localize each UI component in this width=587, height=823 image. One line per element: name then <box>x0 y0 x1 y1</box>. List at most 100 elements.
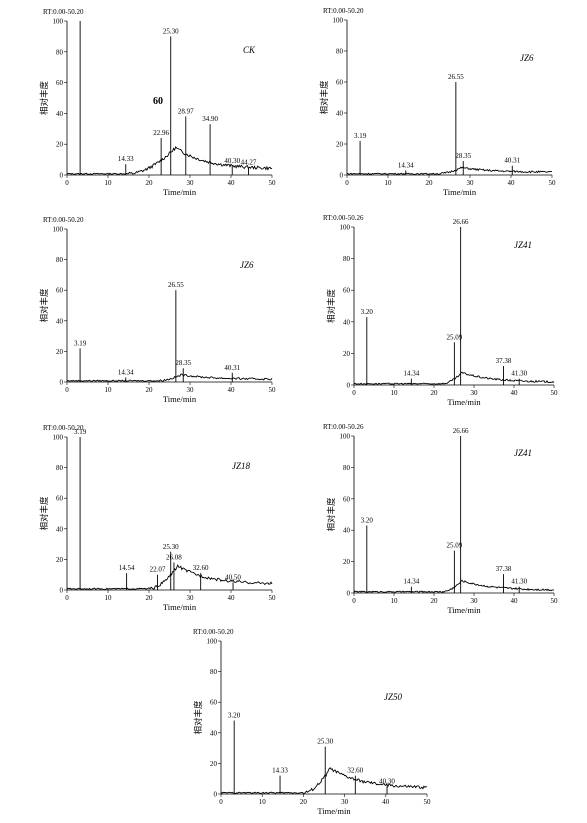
y-tick-label: 40 <box>56 317 64 325</box>
y-tick-label: 20 <box>343 350 351 358</box>
sample-label: JZ41 <box>514 448 532 458</box>
peak-label: 28.97 <box>178 107 194 115</box>
x-tick-label: 10 <box>385 179 393 187</box>
y-tick-label: 100 <box>53 434 64 442</box>
y-tick-label: 40 <box>210 729 218 737</box>
chart-panel-6: RT:0.00-50.26 0 20 40 60 80 100 0 10 20 30 40 50 Time… <box>323 423 558 615</box>
x-axis-title: Time/min <box>163 394 197 404</box>
rt-range-label: RT:0.00-50.20 <box>43 8 84 16</box>
x-tick-label: 50 <box>424 798 432 806</box>
y-tick-label: 100 <box>207 638 218 646</box>
peak-label: 26.66 <box>453 218 469 226</box>
peak-label: 28.35 <box>175 359 191 367</box>
x-axis-title: Time/min <box>163 602 197 612</box>
y-tick-label: 60 <box>343 287 351 295</box>
y-tick-label: 60 <box>56 495 64 503</box>
x-tick-label: 40 <box>228 594 236 602</box>
y-tick-label: 40 <box>56 110 64 118</box>
peak-label: 40.50 <box>225 573 241 581</box>
x-tick-label: 40 <box>228 179 236 187</box>
x-tick-label: 20 <box>300 798 308 806</box>
x-tick-label: 30 <box>467 179 475 187</box>
peak-label: 14.34 <box>403 370 419 378</box>
x-tick-label: 40 <box>228 386 236 394</box>
y-tick-label: 60 <box>56 79 64 87</box>
peak-label: 3.19 <box>74 339 87 347</box>
peak-label: 25.09 <box>446 333 462 341</box>
x-tick-label: 30 <box>471 597 479 605</box>
peak-label: 37.38 <box>496 357 512 365</box>
y-tick-label: 80 <box>336 48 344 56</box>
x-tick-label: 10 <box>105 179 113 187</box>
x-tick-label: 0 <box>65 594 69 602</box>
peak-label: 14.54 <box>119 564 135 572</box>
y-axis-title: 相对丰度 <box>39 288 49 323</box>
peak-label: 37.38 <box>496 565 512 573</box>
x-axis-title: Time/min <box>443 187 477 197</box>
x-tick-label: 20 <box>146 179 154 187</box>
rt-range-label: RT:0.00-50.20 <box>43 216 84 224</box>
peak-label: 14.33 <box>118 155 134 163</box>
peak-label: 25.09 <box>446 542 462 550</box>
y-tick-label: 80 <box>56 256 64 264</box>
y-tick-label: 0 <box>60 172 64 180</box>
peak-label: 26.55 <box>168 281 184 289</box>
y-tick-label: 80 <box>343 464 351 472</box>
chart-panel-2: RT:0.00-50.20 0 20 40 60 80 100 0 10 20 30 40 50 Time… <box>319 7 556 197</box>
peak-label: 41.30 <box>511 578 527 586</box>
peak-label: 32.60 <box>193 564 209 572</box>
x-tick-label: 20 <box>431 597 439 605</box>
x-tick-label: 10 <box>391 597 399 605</box>
y-tick-label: 20 <box>56 348 64 356</box>
y-tick-label: 20 <box>56 141 64 149</box>
x-tick-label: 20 <box>146 594 154 602</box>
x-tick-label: 50 <box>269 386 277 394</box>
x-tick-label: 0 <box>219 798 223 806</box>
y-axis-title: 相对丰度 <box>326 289 336 324</box>
x-tick-label: 0 <box>345 179 349 187</box>
sample-label: JZ6 <box>520 53 534 63</box>
peak-label: 3.20 <box>228 712 241 720</box>
peak-label: 34.90 <box>202 115 218 123</box>
x-tick-label: 30 <box>187 179 195 187</box>
peak-label: 25.30 <box>317 738 333 746</box>
chromatogram-trace <box>66 373 273 383</box>
y-tick-label: 20 <box>56 556 64 564</box>
x-tick-label: 10 <box>259 798 267 806</box>
x-tick-label: 30 <box>341 798 349 806</box>
x-tick-label: 30 <box>471 389 479 397</box>
x-tick-label: 0 <box>65 179 69 187</box>
y-tick-label: 20 <box>343 558 351 566</box>
x-tick-label: 10 <box>105 386 113 394</box>
chromatogram-trace <box>220 767 428 794</box>
y-axis-title: 相对丰度 <box>39 81 49 116</box>
y-axis-title: 相对丰度 <box>39 496 49 531</box>
y-tick-label: 0 <box>347 382 351 390</box>
x-tick-label: 20 <box>146 386 154 394</box>
x-tick-label: 10 <box>105 594 113 602</box>
chart-panel-7: RT:0.00-50.20 0 20 40 60 80 100 0 10 20 30 40 50 Time… <box>193 628 431 816</box>
peak-label: 22.07 <box>150 566 166 574</box>
y-tick-label: 20 <box>336 141 344 149</box>
x-tick-label: 20 <box>431 389 439 397</box>
x-axis-title: Time/min <box>447 397 481 407</box>
y-axis-title: 相对丰度 <box>193 700 203 735</box>
y-tick-label: 60 <box>336 79 344 87</box>
y-tick-label: 80 <box>56 48 64 56</box>
y-tick-label: 100 <box>53 18 64 26</box>
y-tick-label: 20 <box>210 760 218 768</box>
x-tick-label: 0 <box>352 389 356 397</box>
peak-label: 22.96 <box>153 129 169 137</box>
rt-range-label: RT:0.00-50.26 <box>323 214 364 222</box>
y-tick-label: 100 <box>340 224 351 232</box>
peak-label: 40.31 <box>224 364 240 372</box>
y-tick-label: 60 <box>343 495 351 503</box>
peak-label: 14.34 <box>398 161 414 169</box>
peak-label: 26.66 <box>453 427 469 435</box>
chromatogram-trace <box>66 145 273 176</box>
sample-label: JZ6 <box>240 260 254 270</box>
y-tick-label: 40 <box>343 318 351 326</box>
peak-label: 32.60 <box>347 767 363 775</box>
y-tick-label: 40 <box>336 110 344 118</box>
